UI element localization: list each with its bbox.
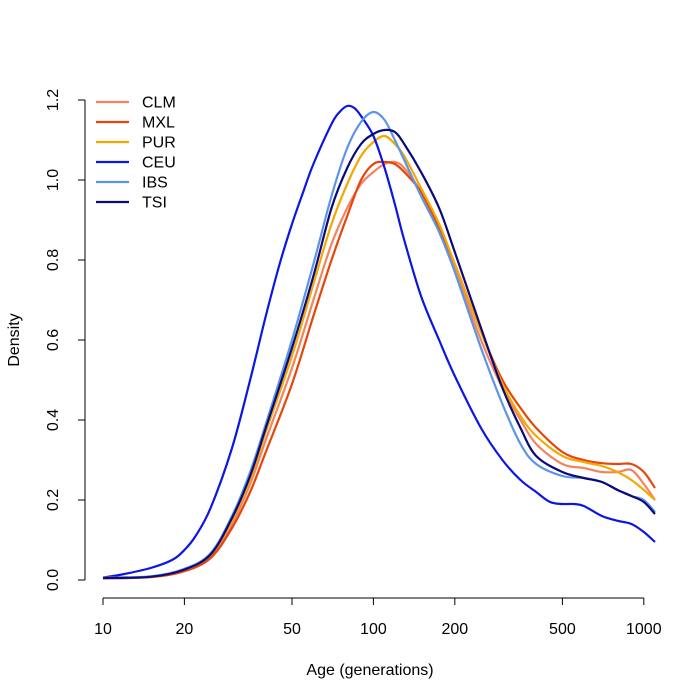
series-line-pur [102, 134, 656, 580]
y-tick-label: 0.4 [45, 409, 62, 431]
legend-label-mxl: MXL [142, 115, 175, 132]
y-axis-label: Density [6, 313, 23, 366]
y-tick-label: 0.8 [45, 249, 62, 271]
series-line-ceu [102, 104, 656, 579]
x-axis: 10 20 50 100 200 500 1000 [94, 597, 662, 638]
y-axis: 0.0 0.2 0.4 0.6 0.8 1.0 1.2 [45, 89, 86, 591]
legend-label-clm: CLM [142, 95, 176, 112]
x-tick-label: 20 [176, 621, 194, 638]
series-line-ibs [102, 110, 656, 579]
legend-label-tsi: TSI [142, 195, 167, 212]
y-tick-label: 1.0 [45, 169, 62, 191]
y-tick-label: 0.0 [45, 569, 62, 591]
y-tick-label: 0.2 [45, 489, 62, 511]
y-tick-label: 0.6 [45, 329, 62, 351]
x-tick-label: 50 [283, 621, 301, 638]
series-line-tsi [102, 128, 656, 580]
x-tick-label: 500 [549, 621, 576, 638]
series-layer [102, 104, 656, 580]
series-line-mxl [102, 160, 656, 580]
x-tick-label: 200 [441, 621, 468, 638]
x-tick-label: 1000 [626, 621, 662, 638]
x-tick-label: 10 [94, 621, 112, 638]
y-tick-label: 1.2 [45, 89, 62, 111]
x-axis-label: Age (generations) [306, 662, 433, 679]
legend-label-pur: PUR [142, 135, 176, 152]
legend: CLM MXL PUR CEU IBS TSI [96, 95, 176, 212]
series-line-clm [102, 160, 656, 580]
legend-label-ibs: IBS [142, 175, 168, 192]
legend-label-ceu: CEU [142, 155, 176, 172]
x-tick-label: 100 [360, 621, 387, 638]
